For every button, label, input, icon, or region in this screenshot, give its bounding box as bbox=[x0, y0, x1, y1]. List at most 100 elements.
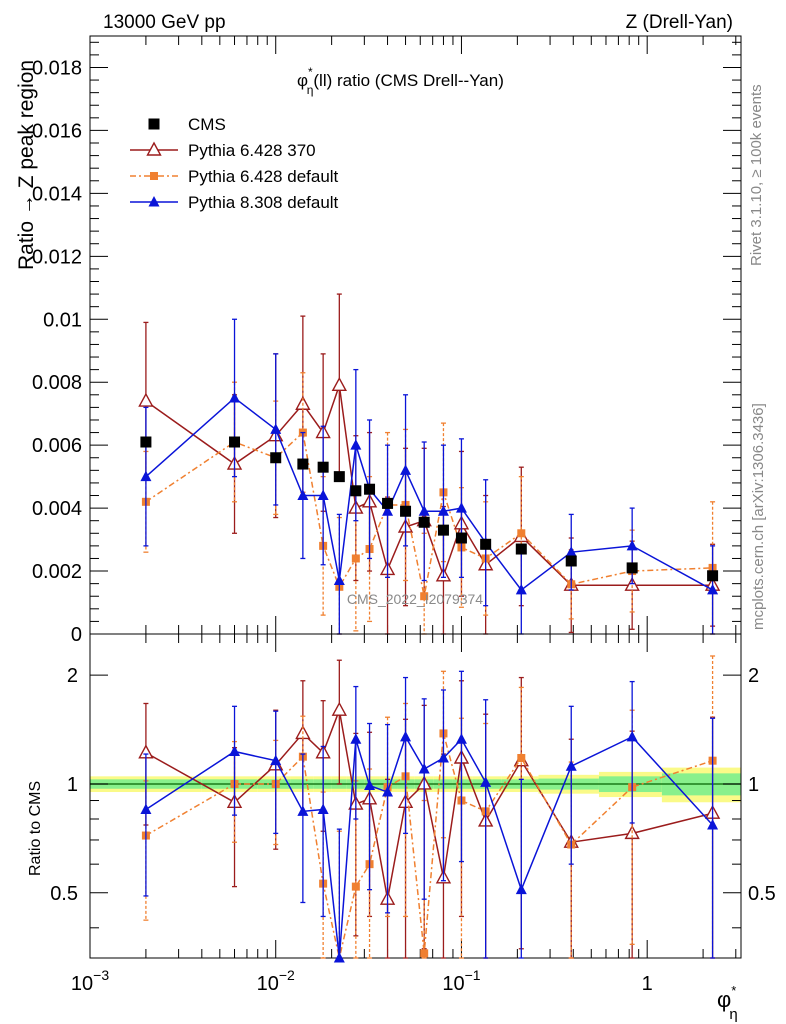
main-cms-series bbox=[140, 436, 719, 582]
main-cms-point bbox=[437, 524, 449, 536]
main-p8-point bbox=[418, 505, 430, 516]
main-y-tick-label: 0.004 bbox=[32, 498, 82, 520]
main-p8-point bbox=[515, 583, 527, 595]
main-cms-point bbox=[270, 452, 282, 464]
ratio-y-tick-label: 1 bbox=[67, 774, 78, 796]
main-p8-point bbox=[400, 464, 412, 475]
x-tick-label: 1 bbox=[642, 973, 653, 995]
main-p8-point bbox=[437, 505, 449, 516]
main-p6-370-point bbox=[331, 376, 347, 392]
main-panel: 0 0.002 0.004 0.006 0.008 0.01 0.012 0.014 0.016… bbox=[15, 35, 742, 646]
legend-marker bbox=[150, 172, 158, 180]
main-cms-point bbox=[229, 436, 241, 448]
main-p8-point bbox=[455, 502, 467, 513]
main-cms-point bbox=[480, 538, 492, 550]
main-p8-point bbox=[707, 583, 719, 595]
main-cms-point bbox=[418, 516, 430, 528]
main-p8-point bbox=[140, 470, 152, 482]
ratio-p8-point bbox=[270, 754, 282, 766]
main-cms-point bbox=[140, 436, 152, 448]
main-y-tick-label: 0.002 bbox=[32, 561, 82, 583]
ratio-panel: 0.5 0.5 1 1 2 2 10−3 10−2 10−1 1 Ratio to CMS φ* η bbox=[27, 633, 776, 1023]
ratio-p6-370-point bbox=[331, 701, 347, 716]
main-series-layer bbox=[138, 293, 721, 635]
main-cms-point bbox=[350, 485, 362, 497]
main-p8-point bbox=[333, 574, 345, 585]
ratio-p8-point bbox=[437, 752, 449, 763]
main-p8-point bbox=[626, 539, 638, 551]
main-cms-point bbox=[515, 543, 527, 555]
ratio-p6-default-point bbox=[351, 882, 360, 891]
ratio-p8-series bbox=[140, 670, 719, 963]
ratio-p8-point bbox=[455, 733, 467, 744]
ratio-frame bbox=[89, 633, 742, 959]
main-cms-point bbox=[364, 483, 376, 495]
ratio-y-tick-label: 2 bbox=[67, 665, 78, 687]
ratio-p6-default-line bbox=[145, 733, 713, 959]
main-title-rest: (ll) ratio (CMS Drell--Yan) bbox=[313, 71, 503, 90]
ratio-p8-point bbox=[297, 805, 309, 816]
header-left: 13000 GeV pp bbox=[103, 12, 226, 33]
x-label-sup: * bbox=[731, 983, 736, 998]
x-tick-label: 10−1 bbox=[442, 967, 480, 995]
main-cms-point bbox=[400, 505, 412, 517]
main-cms-point bbox=[317, 461, 329, 473]
main-ylabel: Ratio → Z peak region bbox=[15, 60, 38, 270]
ratio-y-tick-label-right: 0.5 bbox=[748, 883, 776, 905]
main-p8-point bbox=[297, 489, 309, 501]
main-p6-default-point bbox=[517, 529, 526, 538]
x-label-sub: η bbox=[729, 1006, 737, 1023]
main-y-tick-label: 0.01 bbox=[43, 309, 82, 331]
ratio-p6-default-point bbox=[517, 754, 526, 763]
main-y-tick-label: 0.014 bbox=[32, 183, 82, 205]
main-cms-point bbox=[455, 532, 467, 544]
legend-label: Pythia 8.308 default bbox=[188, 193, 339, 212]
legend-label: Pythia 6.428 370 bbox=[188, 141, 316, 160]
main-title-phi: φ bbox=[297, 71, 308, 90]
legend: CMS Pythia 6.428 370 Pythia 6.428 default P… bbox=[130, 115, 339, 212]
ratio-p8-point bbox=[382, 786, 394, 797]
main-p8-point bbox=[229, 391, 241, 403]
legend-marker bbox=[146, 141, 162, 156]
main-cms-point bbox=[565, 555, 577, 567]
mcplots-label: mcplots.cern.ch [arXiv:1306.3436] bbox=[750, 403, 767, 630]
main-p6-default-point bbox=[351, 554, 360, 563]
main-p6-default-line bbox=[145, 431, 713, 597]
main-y-tick-label: 0.006 bbox=[32, 435, 82, 457]
ratio-p8-point bbox=[707, 819, 719, 830]
main-p8-point bbox=[382, 505, 394, 516]
main-cms-point bbox=[382, 497, 394, 509]
ratio-p8-point bbox=[317, 803, 329, 814]
rivet-version-label: Rivet 3.1.10, ≥ 100k events bbox=[748, 84, 765, 266]
main-cms-point bbox=[626, 562, 638, 574]
main-p6-370-point bbox=[138, 392, 154, 407]
legend-marker bbox=[148, 118, 160, 130]
ratio-p8-point bbox=[400, 730, 412, 742]
main-p8-point bbox=[317, 489, 329, 501]
main-title: φ* η(ll) ratio (CMS Drell--Yan) bbox=[297, 65, 504, 97]
main-y-tick-label: 0 bbox=[71, 624, 82, 646]
main-cms-point bbox=[333, 471, 345, 483]
main-cms-point bbox=[707, 570, 719, 582]
main-p8-point bbox=[350, 439, 362, 450]
main-p8-point bbox=[565, 546, 577, 557]
ratio-p8-point bbox=[626, 730, 638, 742]
main-p6-370-line bbox=[145, 385, 713, 586]
main-y-tick-label: 0.012 bbox=[32, 246, 82, 268]
main-p8-point bbox=[270, 423, 282, 434]
ratio-p8-line bbox=[145, 735, 714, 959]
ratio-axis-ticks: 0.5 0.5 1 1 2 2 10−3 10−2 10−1 1 bbox=[50, 634, 776, 995]
main-y-tick-label: 0.018 bbox=[32, 57, 82, 79]
main-y-tick-label: 0.016 bbox=[32, 120, 82, 142]
main-axis-ticks: 0 0.002 0.004 0.006 0.008 0.01 0.012 0.014 0.016… bbox=[32, 36, 741, 646]
ratio-p8-point bbox=[333, 952, 345, 963]
x-axis-label: φ* η bbox=[717, 983, 738, 1023]
ratio-y-tick-label-right: 1 bbox=[748, 774, 759, 796]
legend-label: Pythia 6.428 default bbox=[188, 167, 339, 186]
ratio-ylabel: Ratio to CMS bbox=[27, 781, 44, 876]
main-title-sup: * bbox=[308, 65, 313, 79]
x-tick-label: 10−2 bbox=[257, 967, 295, 995]
legend-marker bbox=[148, 196, 160, 207]
main-title-sub: η bbox=[307, 83, 314, 97]
